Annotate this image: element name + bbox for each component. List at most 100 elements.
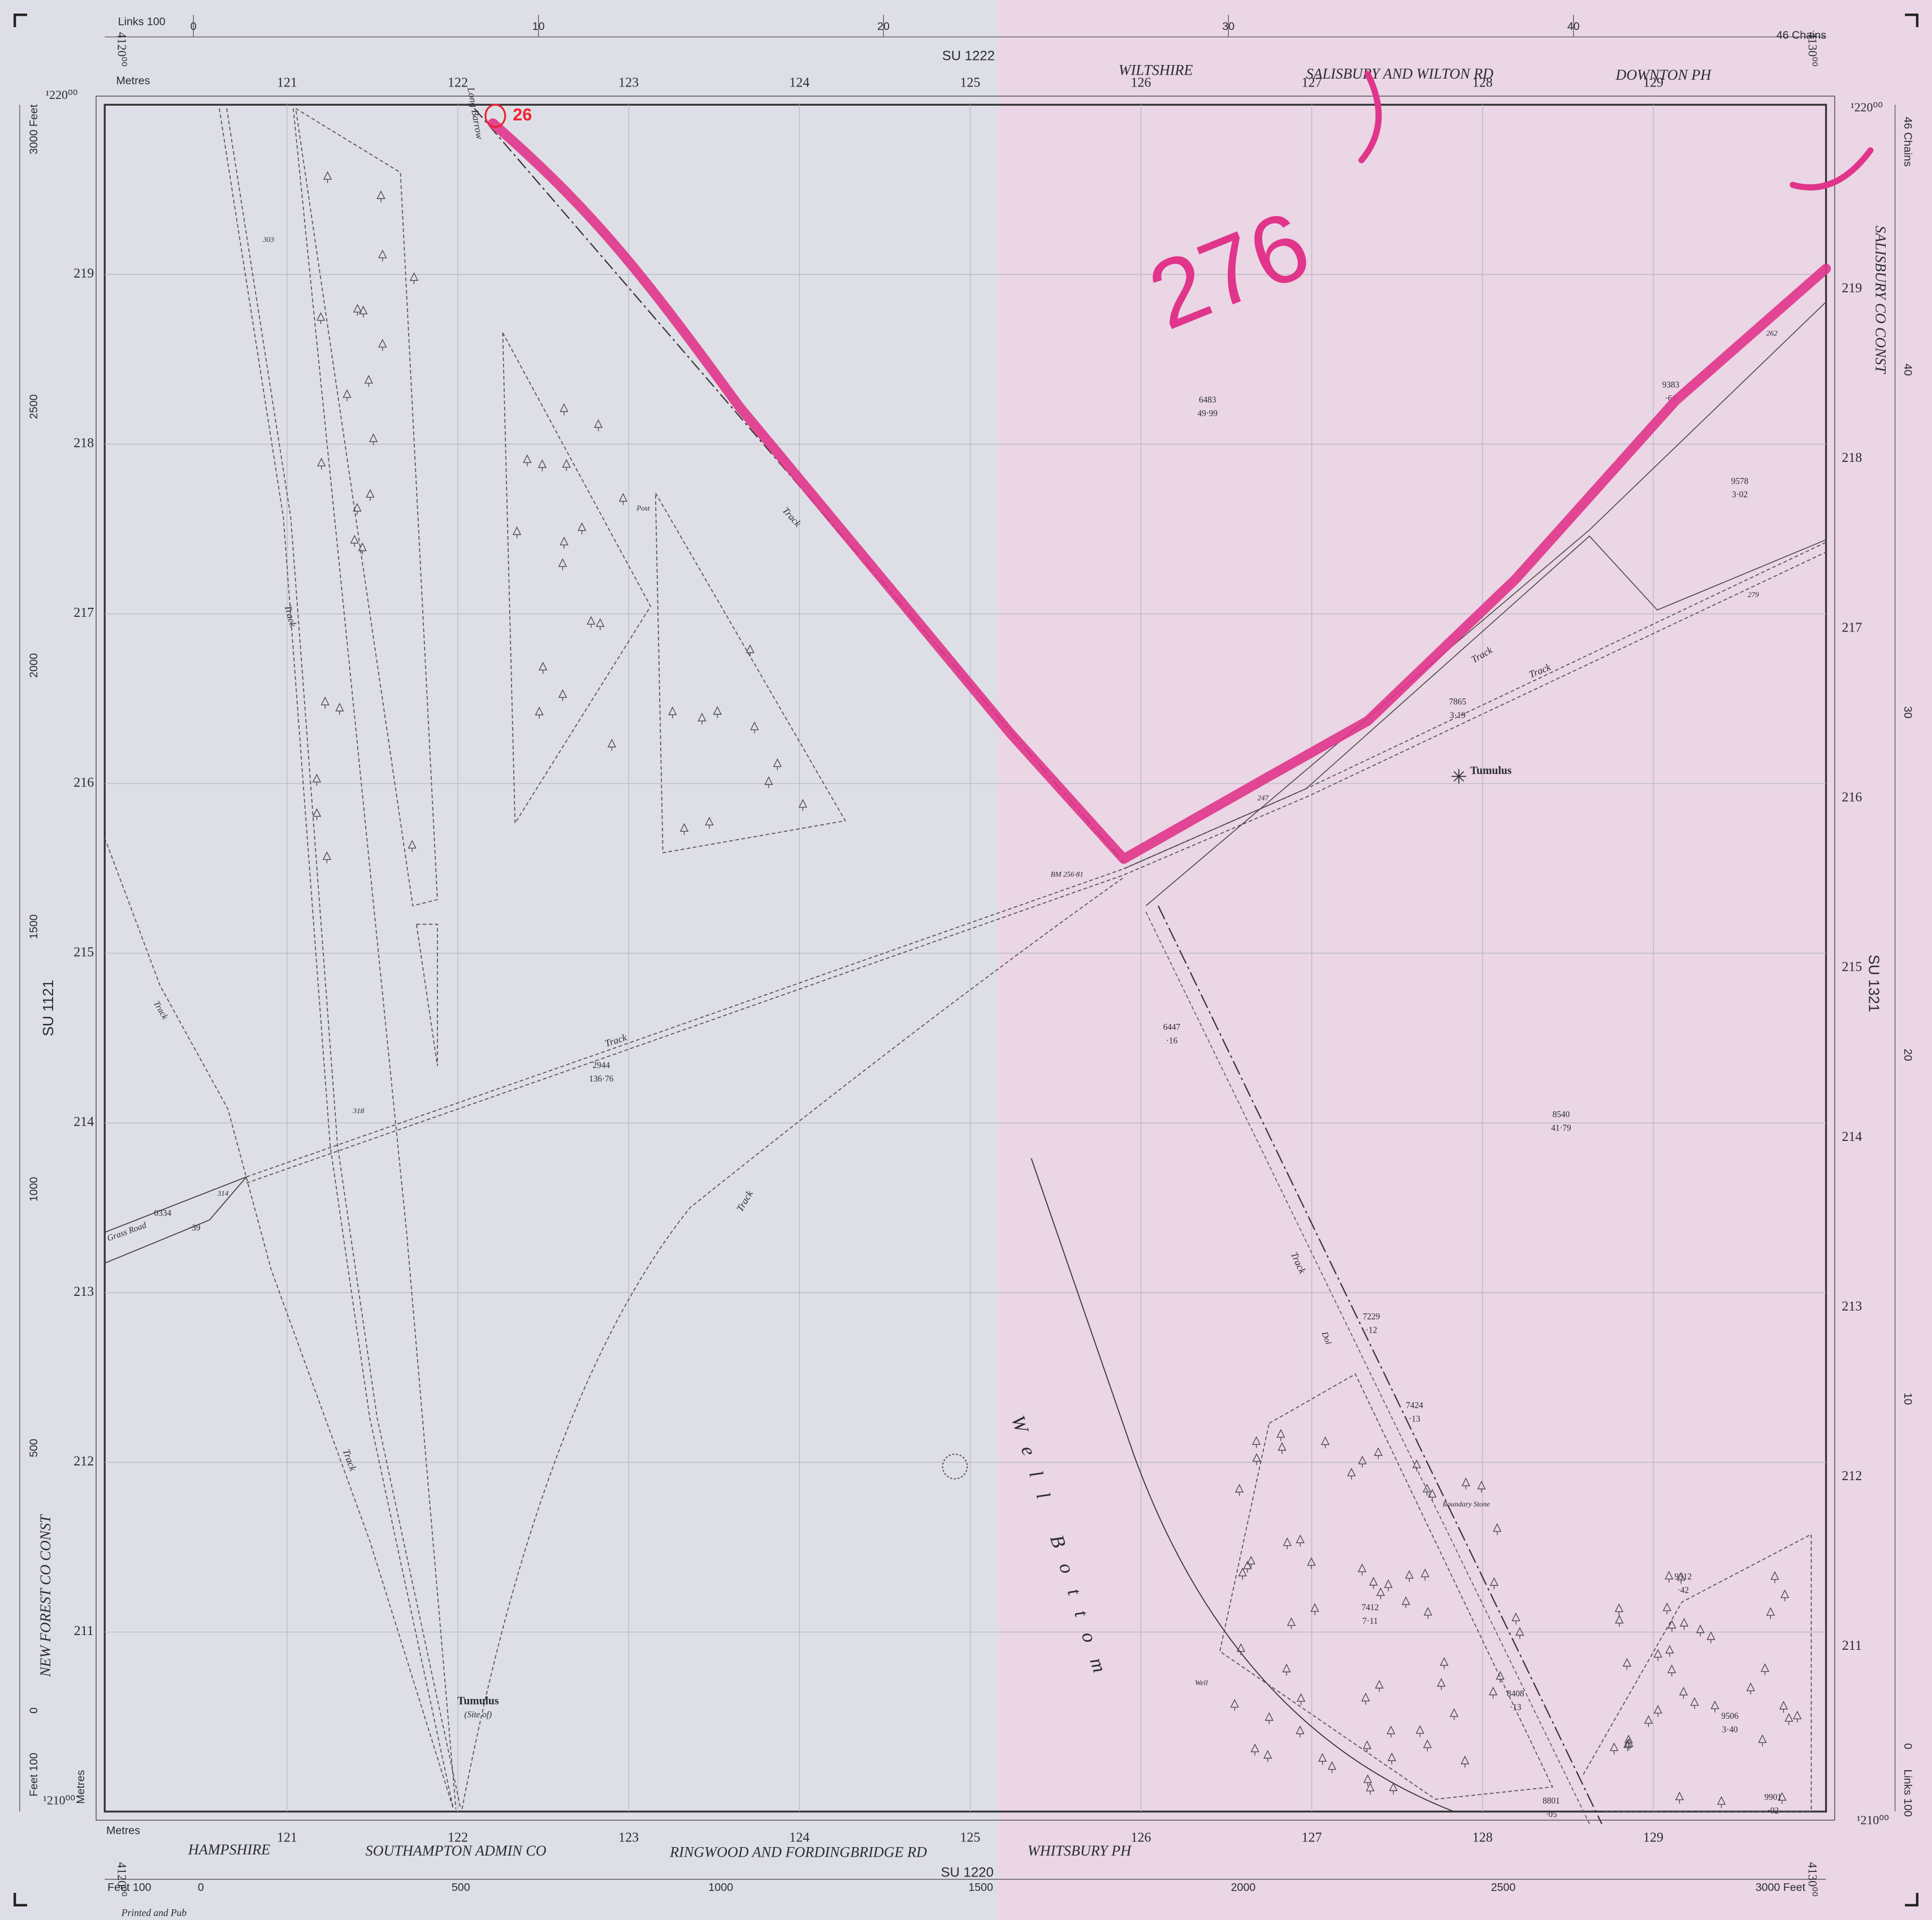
scale-label: 1500 xyxy=(28,914,40,939)
tree-symbol xyxy=(1297,1693,1306,1705)
tree-symbol xyxy=(1665,1571,1674,1583)
scale-label: 0 xyxy=(190,20,197,33)
tree-symbol xyxy=(1376,1587,1385,1599)
tree-symbol xyxy=(1423,1607,1432,1619)
margin-label: Metres xyxy=(106,1824,140,1837)
tree-symbol xyxy=(1389,1782,1398,1794)
easting-label: 127 xyxy=(1302,1831,1322,1845)
map-label: ·13 xyxy=(1409,1415,1420,1424)
tree-symbol xyxy=(1477,1481,1486,1493)
map-label: ·05 xyxy=(1545,1810,1557,1819)
scale-label: 20 xyxy=(877,20,890,33)
tree-symbol xyxy=(1320,1436,1330,1448)
woodland-outline xyxy=(1219,1373,1553,1800)
tree-symbol xyxy=(353,503,362,515)
tree-symbol xyxy=(353,304,362,316)
scale-label: 2500 xyxy=(28,394,40,419)
tree-symbol xyxy=(539,661,548,674)
tree-symbol xyxy=(1277,1442,1286,1454)
tree-symbol xyxy=(1415,1725,1424,1737)
map-label: 0334 xyxy=(154,1209,171,1218)
map-label: 8801 xyxy=(1543,1796,1560,1806)
tree-symbol xyxy=(1327,1761,1337,1774)
map-label: 314 xyxy=(217,1189,229,1197)
tree-symbol xyxy=(1675,1791,1684,1804)
tree-symbol xyxy=(1653,1649,1662,1661)
tree-symbol xyxy=(798,799,807,811)
tree-symbol xyxy=(1653,1705,1662,1717)
easting-label: 126 xyxy=(1131,76,1151,90)
tree-symbol xyxy=(1420,1568,1429,1581)
easting-label: 124 xyxy=(789,1831,809,1845)
tree-symbol xyxy=(335,703,344,715)
tree-symbol xyxy=(1358,1563,1367,1576)
easting-label: 125 xyxy=(960,76,980,90)
easting-label: 121 xyxy=(277,1831,297,1845)
scale-label: Feet 100 xyxy=(28,1753,40,1796)
map-label: 9578 xyxy=(1731,477,1749,486)
pink-scan-tint xyxy=(998,0,1932,1920)
tree-symbol xyxy=(1623,1739,1632,1752)
northing-label: 219 xyxy=(1842,281,1862,296)
map-label: 6483 xyxy=(1199,395,1216,405)
easting-label: 122 xyxy=(448,1831,468,1845)
map-label: 9506 xyxy=(1721,1711,1739,1721)
map-label: 3·02 xyxy=(1732,490,1748,500)
map-label: Tumulus xyxy=(457,1696,499,1707)
tree-symbol xyxy=(1766,1607,1775,1619)
easting-label: 126 xyxy=(1131,1831,1151,1845)
northing-label: 217 xyxy=(1842,620,1862,635)
tree-symbol xyxy=(1779,1701,1788,1713)
tree-symbol xyxy=(364,375,373,387)
tree-symbol xyxy=(1449,1708,1459,1720)
easting-label: 125 xyxy=(960,1831,980,1845)
track xyxy=(226,108,462,1810)
pit-symbol xyxy=(942,1453,968,1480)
map-label: 3·19 xyxy=(1450,711,1466,720)
easting-label: 129 xyxy=(1643,76,1664,90)
tree-symbol xyxy=(1366,1783,1375,1795)
tree-symbol xyxy=(317,457,326,470)
northing-label: 214 xyxy=(73,1115,94,1130)
map-label: ·13 xyxy=(1510,1703,1522,1713)
tree-symbol xyxy=(1283,1537,1292,1550)
corner-marks xyxy=(13,13,1919,1907)
northing-label: 215 xyxy=(1842,960,1862,975)
tree-symbol xyxy=(1252,1436,1261,1448)
margin-label: SALISBURY AND WILTON RD xyxy=(1306,66,1493,82)
map-label: Tumulus xyxy=(1470,765,1512,777)
map-label: 8540 xyxy=(1553,1110,1570,1119)
map-label: 279 xyxy=(1748,590,1759,599)
corner-label: ¹220⁰⁰ xyxy=(1851,101,1883,114)
tree-symbol xyxy=(1496,1671,1505,1683)
fence xyxy=(1123,535,1826,870)
map-label: (Site of) xyxy=(464,1710,492,1720)
scale-label: 3000 Feet xyxy=(1756,1882,1806,1894)
scale-label: 30 xyxy=(1222,20,1234,33)
scale-label: 20 xyxy=(1901,1049,1914,1061)
tree-symbol xyxy=(1778,1792,1787,1804)
margin-label: RINGWOOD AND FORDINGBRIDGE RD xyxy=(669,1844,927,1860)
scale-label: 40 xyxy=(1567,20,1580,33)
corner-label: ¹210⁰⁰ xyxy=(43,1794,75,1807)
boundary xyxy=(1158,905,1602,1824)
tree-symbol xyxy=(1375,1680,1384,1692)
tree-symbol xyxy=(358,542,367,555)
woodland-outline xyxy=(502,332,651,825)
tree-symbol xyxy=(1706,1631,1716,1644)
tree-symbol xyxy=(378,339,387,351)
tree-symbols xyxy=(312,171,1802,1808)
tree-symbol xyxy=(1511,1612,1521,1625)
tree-symbol xyxy=(1717,1796,1726,1808)
tree-symbol xyxy=(1461,1755,1470,1768)
tree-symbol xyxy=(1250,1743,1259,1756)
woodland-outline xyxy=(415,923,438,1066)
scale-label: 1000 xyxy=(28,1177,40,1202)
tree-symbol xyxy=(1515,1627,1524,1639)
tree-symbol xyxy=(343,389,352,401)
tree-symbol xyxy=(1644,1715,1653,1727)
tree-symbol xyxy=(1412,1459,1421,1472)
tree-symbol xyxy=(764,776,773,789)
margin-label: HAMPSHIRE xyxy=(188,1841,270,1858)
